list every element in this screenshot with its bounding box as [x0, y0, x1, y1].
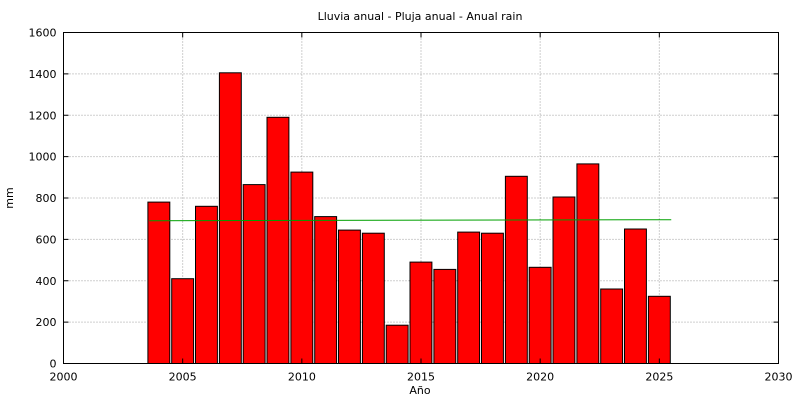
bar-2013	[361, 232, 385, 364]
x-axis-label: Año	[409, 384, 430, 397]
bar-2006	[195, 205, 218, 364]
trend-line-group	[149, 219, 672, 222]
bar-2022	[576, 163, 600, 364]
y-tick-label: 200	[36, 316, 57, 329]
bar-2019	[504, 175, 528, 364]
bar-2004	[147, 201, 171, 364]
y-tick-label: 1000	[29, 151, 57, 164]
bar-2007	[218, 72, 242, 365]
y-tick-label: 0	[50, 358, 57, 371]
bar-2018	[481, 232, 504, 364]
x-tick-label: 2000	[50, 371, 78, 384]
bar-2025	[647, 295, 671, 364]
tick-labels: 0 200 400 600 800 1000 1200 1400 1600 2000 2005 201…	[29, 27, 793, 384]
x-tick-label: 2020	[526, 371, 554, 384]
bar-2012	[338, 229, 361, 364]
y-tick-label: 1400	[29, 68, 57, 81]
x-tick-label: 2025	[645, 371, 673, 384]
x-tick-label: 2010	[288, 371, 316, 384]
bar-2009	[266, 116, 290, 364]
x-tick-label: 2015	[407, 371, 435, 384]
bar-2011	[314, 216, 338, 364]
y-tick-label: 400	[36, 275, 57, 288]
bar-2023	[600, 288, 624, 364]
y-tick-label: 1200	[29, 109, 57, 122]
bar-2017	[457, 231, 481, 364]
bar-2020	[528, 266, 552, 364]
bar-2024	[624, 228, 647, 364]
bar-2008	[242, 184, 266, 364]
bar-2021	[552, 196, 576, 364]
chart-title: Lluvia anual - Pluja anual - Anual rain	[318, 10, 523, 23]
bar-2015	[409, 261, 433, 365]
y-axis-label: mm	[3, 187, 16, 208]
x-tick-label: 2005	[169, 371, 197, 384]
y-tick-label: 600	[36, 233, 57, 246]
trend-line	[149, 219, 672, 222]
bar-2005	[171, 278, 195, 365]
y-tick-label: 1600	[29, 27, 57, 40]
y-tick-label: 800	[36, 192, 57, 205]
bar-2010	[290, 171, 314, 364]
bar-2016	[433, 268, 457, 364]
x-tick-label: 2030	[765, 371, 793, 384]
bar-2014	[385, 324, 409, 365]
bars	[147, 72, 671, 365]
